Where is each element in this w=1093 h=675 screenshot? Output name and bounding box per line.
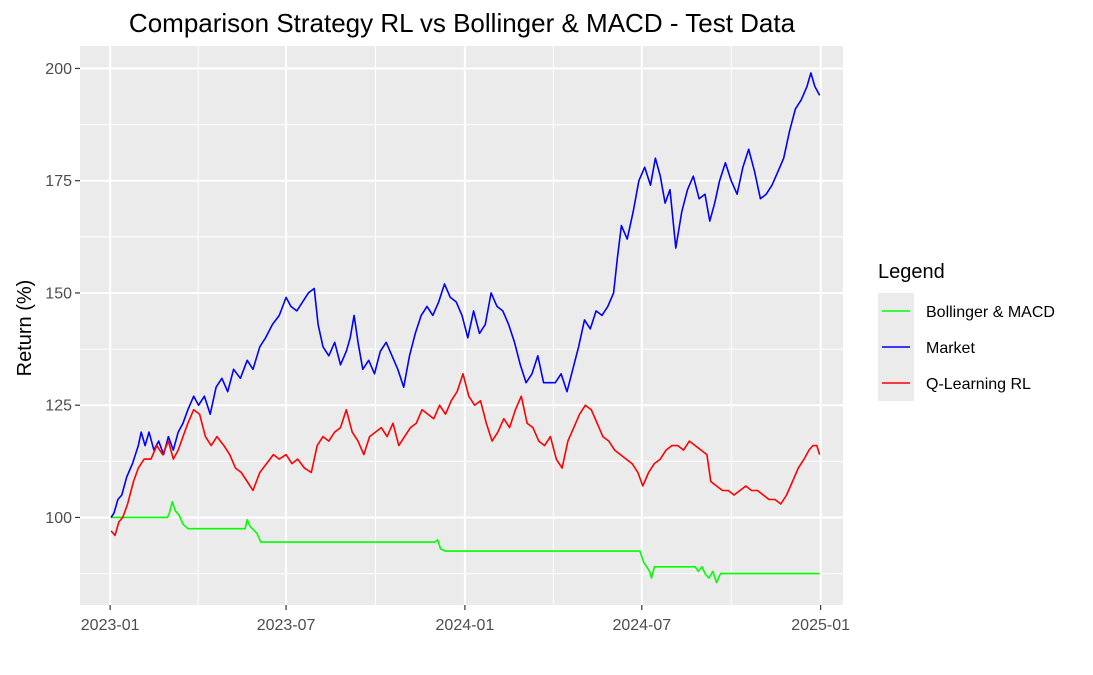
legend-entries: Bollinger & MACD Market Q-Learning RL	[878, 293, 1055, 401]
x-tick-label: 2023-07	[257, 617, 316, 634]
legend-label: Bollinger & MACD	[926, 304, 1055, 321]
x-tick-label: 2024-07	[612, 617, 671, 634]
y-tick-label: 150	[45, 285, 72, 302]
chart-title: Comparison Strategy RL vs Bollinger & MA…	[129, 8, 796, 38]
x-tick-label: 2025-01	[791, 617, 850, 634]
x-axis: 2023-01 2023-07 2024-01 2024-07 2025-01	[81, 605, 850, 634]
legend-label: Q-Learning RL	[926, 376, 1031, 393]
x-tick-label: 2024-01	[436, 617, 495, 634]
y-axis-title: Return (%)	[14, 280, 36, 377]
series-lines	[110, 72, 821, 584]
y-axis: 100 125 150 175 200	[45, 61, 80, 527]
y-tick-label: 200	[45, 61, 72, 78]
y-tick-label: 175	[45, 173, 72, 190]
series-line-2	[110, 373, 821, 537]
legend-label: Market	[926, 340, 975, 357]
series-line-0	[111, 500, 820, 584]
major-gridlines	[80, 46, 843, 605]
legend-title: Legend	[878, 261, 945, 283]
plot-panel	[80, 46, 843, 605]
y-tick-label: 100	[45, 510, 72, 527]
y-tick-label: 125	[45, 398, 72, 415]
minor-gridlines	[80, 46, 843, 605]
legend: Legend Bollinger & MACD Market Q-Learning …	[878, 261, 1055, 401]
series-line-1	[110, 72, 821, 518]
x-tick-label: 2023-01	[81, 617, 140, 634]
